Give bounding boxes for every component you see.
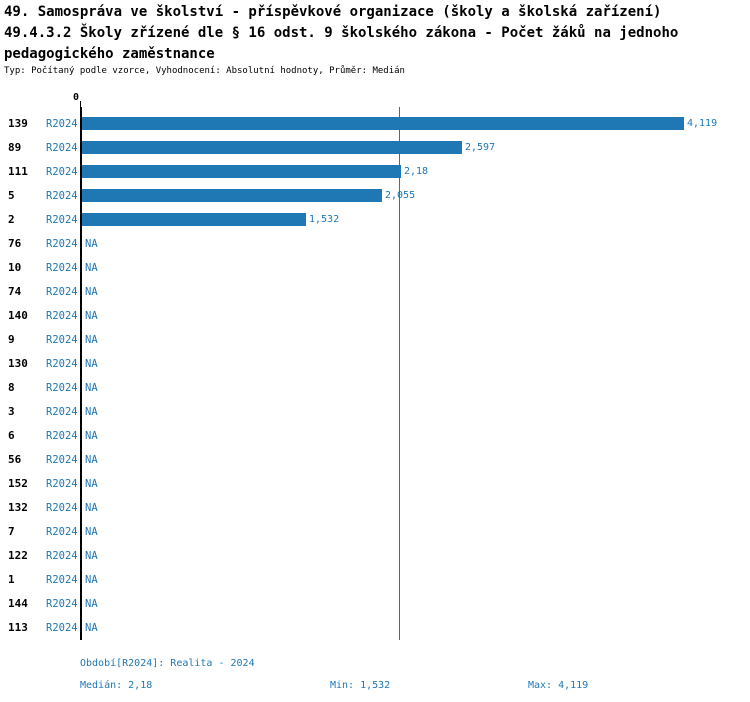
na-value-label: NA: [85, 622, 98, 634]
value-bar: [82, 165, 401, 178]
row-category-label: 74: [8, 285, 22, 298]
bar-value-label: 4,119: [687, 118, 718, 129]
na-value-label: NA: [85, 502, 98, 514]
row-category-label: 1: [8, 573, 15, 586]
row-period-label: R2024: [46, 118, 78, 130]
na-value-label: NA: [85, 430, 98, 442]
row-category-label: 56: [8, 453, 22, 466]
row-category-label: 132: [8, 501, 28, 514]
row-period-label: R2024: [46, 598, 78, 610]
row-period-label: R2024: [46, 262, 78, 274]
median-line: [399, 107, 400, 640]
value-bar: [82, 213, 306, 226]
bar-value-label: 2,055: [385, 190, 416, 201]
row-category-label: 122: [8, 549, 28, 562]
row-category-label: 7: [8, 525, 15, 538]
x-axis-tick: [80, 101, 81, 107]
bar-chart: 0 139 R2024 4,119 89 R2024 2,597 111 R2024 2,18 5…: [8, 92, 718, 640]
na-value-label: NA: [85, 478, 98, 490]
row-period-label: R2024: [46, 334, 78, 346]
na-value-label: NA: [85, 310, 98, 322]
na-value-label: NA: [85, 286, 98, 298]
chart-subtitle: 49.4.3.2 Školy zřízené dle § 16 odst. 9 …: [4, 25, 679, 62]
row-category-label: 3: [8, 405, 15, 418]
row-category-label: 5: [8, 189, 15, 202]
row-period-label: R2024: [46, 358, 78, 370]
chart-meta-info: Typ: Počítaný podle vzorce, Vyhodnocení:…: [4, 66, 405, 76]
row-category-label: 139: [8, 117, 28, 130]
stat-max-label: Max: 4,119: [528, 680, 589, 691]
row-period-label: R2024: [46, 310, 78, 322]
y-axis-line: [80, 107, 82, 640]
row-period-label: R2024: [46, 550, 78, 562]
row-period-label: R2024: [46, 406, 78, 418]
stat-min-label: Min: 1,532: [330, 680, 391, 691]
na-value-label: NA: [85, 238, 98, 250]
row-category-label: 89: [8, 141, 22, 154]
na-value-label: NA: [85, 262, 98, 274]
row-category-label: 111: [8, 165, 28, 178]
row-period-label: R2024: [46, 166, 78, 178]
chart-title: 49. Samospráva ve školství - příspěvkové…: [4, 4, 662, 20]
stat-median-label: Medián: 2,18: [80, 680, 153, 691]
row-category-label: 140: [8, 309, 28, 322]
na-value-label: NA: [85, 574, 98, 586]
value-bar: [82, 189, 382, 202]
na-value-label: NA: [85, 382, 98, 394]
row-category-label: 113: [8, 621, 28, 634]
row-period-label: R2024: [46, 142, 78, 154]
legend-period-label: Období[R2024]: Realita - 2024: [80, 658, 255, 669]
row-period-label: R2024: [46, 574, 78, 586]
row-category-label: 76: [8, 237, 22, 250]
na-value-label: NA: [85, 454, 98, 466]
row-category-label: 6: [8, 429, 15, 442]
row-category-label: 9: [8, 333, 15, 346]
row-period-label: R2024: [46, 214, 78, 226]
na-value-label: NA: [85, 598, 98, 610]
na-value-label: NA: [85, 526, 98, 538]
na-value-label: NA: [85, 406, 98, 418]
row-period-label: R2024: [46, 190, 78, 202]
row-period-label: R2024: [46, 478, 78, 490]
row-period-label: R2024: [46, 622, 78, 634]
row-category-label: 152: [8, 477, 28, 490]
na-value-label: NA: [85, 358, 98, 370]
value-bar: [82, 141, 462, 154]
row-period-label: R2024: [46, 238, 78, 250]
row-period-label: R2024: [46, 526, 78, 538]
na-value-label: NA: [85, 550, 98, 562]
row-period-label: R2024: [46, 502, 78, 514]
row-category-label: 144: [8, 597, 28, 610]
bar-value-label: 2,18: [404, 166, 429, 177]
row-category-label: 8: [8, 381, 15, 394]
row-category-label: 130: [8, 357, 28, 370]
row-period-label: R2024: [46, 382, 78, 394]
value-bar: [82, 117, 684, 130]
row-period-label: R2024: [46, 286, 78, 298]
row-category-label: 2: [8, 213, 15, 226]
row-period-label: R2024: [46, 430, 78, 442]
row-category-label: 10: [8, 261, 22, 274]
bar-value-label: 2,597: [465, 142, 496, 153]
row-period-label: R2024: [46, 454, 78, 466]
bar-value-label: 1,532: [309, 214, 340, 225]
x-axis-zero-label: 0: [73, 92, 80, 103]
na-value-label: NA: [85, 334, 98, 346]
